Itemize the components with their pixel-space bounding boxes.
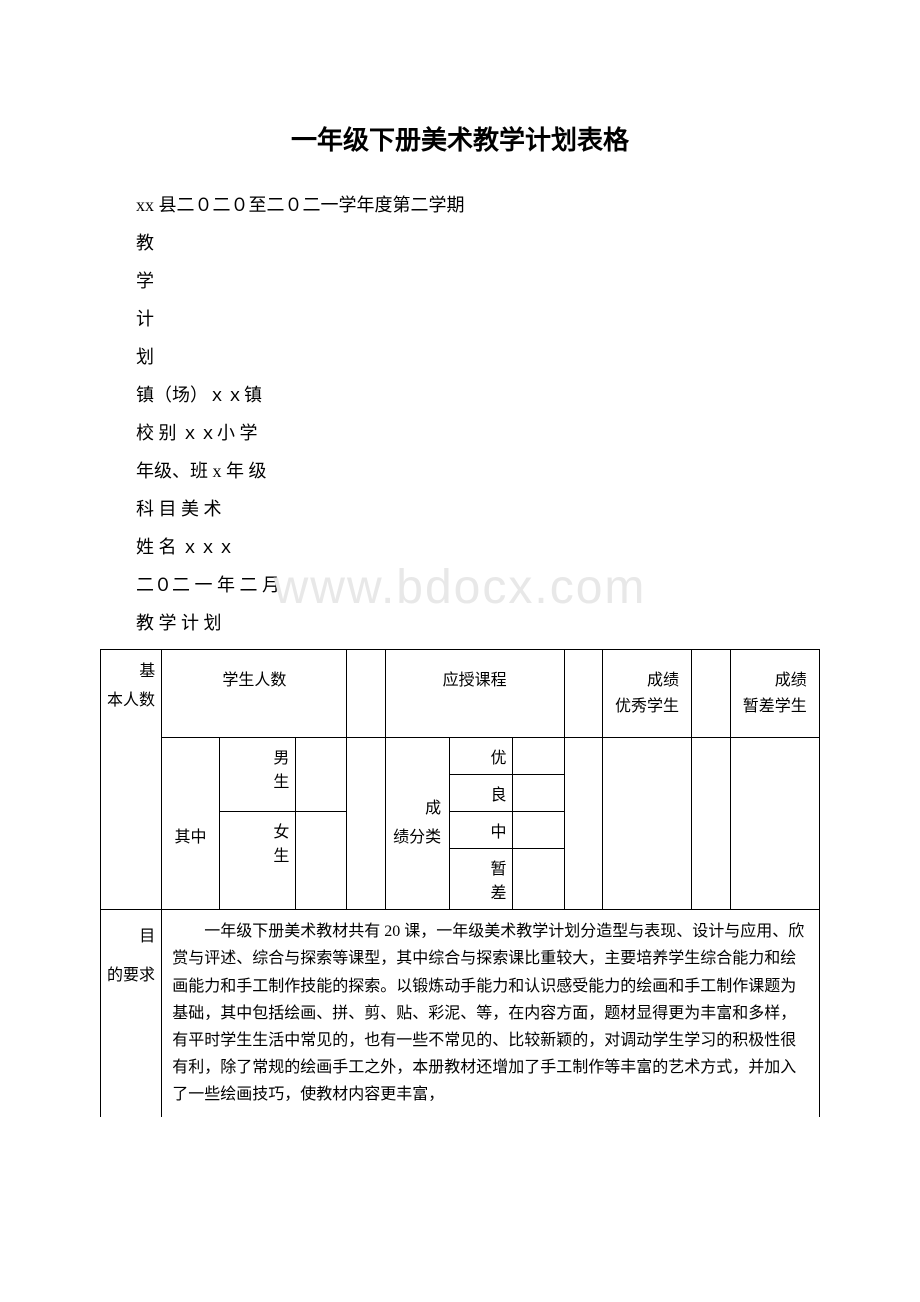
empty-cell: [296, 738, 347, 812]
empty-cell: [730, 738, 819, 910]
header-student-count: 学生人数: [162, 650, 347, 738]
empty-cell: [513, 849, 564, 910]
info-line-xue: 学: [100, 263, 820, 299]
header-course: 应授课程: [385, 650, 564, 738]
label-zhong: 中: [449, 812, 513, 849]
info-line-hua: 划: [100, 339, 820, 375]
info-line-ji: 计: [100, 301, 820, 337]
empty-cell: [296, 812, 347, 910]
info-line-grade: 年级、班 x 年 级: [100, 453, 820, 489]
table-row: 其中 男生 成绩分类 优: [101, 738, 820, 775]
header-excellent: 成绩优秀学生: [602, 650, 691, 738]
label-basic-count: 基本人数: [101, 650, 162, 910]
empty-cell: [513, 738, 564, 775]
empty-cell: [513, 775, 564, 812]
empty-cell: [564, 650, 602, 738]
empty-cell: [564, 738, 602, 910]
info-line-semester: xx 县二０二０至二０二一学年度第二学期: [100, 187, 820, 223]
header-poor: 成绩暂差学生: [730, 650, 819, 738]
info-line-town: 镇（场）ｘｘ镇: [100, 377, 820, 413]
label-you: 优: [449, 738, 513, 775]
empty-cell: [347, 650, 385, 738]
label-score-class: 成绩分类: [385, 738, 449, 910]
empty-cell: [692, 738, 730, 910]
watermark-text: www.bdocx.com: [274, 560, 647, 615]
table-row: 目的要求 一年级下册美术教材共有 20 课，一年级美术教学计划分造型与表现、设计…: [101, 910, 820, 1117]
page-title: 一年级下册美术教学计划表格: [100, 120, 820, 157]
label-among: 其中: [162, 738, 219, 910]
table-row: 基本人数 学生人数 应授课程 成绩优秀学生 成绩暂差学生: [101, 650, 820, 738]
label-liang: 良: [449, 775, 513, 812]
empty-cell: [602, 738, 691, 910]
empty-cell: [513, 812, 564, 849]
label-male: 男生: [219, 738, 296, 812]
info-line-jiao: 教: [100, 225, 820, 261]
empty-cell: [347, 738, 385, 910]
plan-table-wrap: 基本人数 学生人数 应授课程 成绩优秀学生 成绩暂差学生 其中 男生 成绩分类 …: [100, 649, 820, 1117]
info-line-subject: 科 目 美 术: [100, 491, 820, 527]
plan-table: 基本人数 学生人数 应授课程 成绩优秀学生 成绩暂差学生 其中 男生 成绩分类 …: [100, 649, 820, 1117]
empty-cell: [692, 650, 730, 738]
label-zancha: 暂差: [449, 849, 513, 910]
label-purpose: 目的要求: [101, 910, 162, 1117]
label-female: 女生: [219, 812, 296, 910]
info-line-school: 校 别 ｘｘ小 学: [100, 415, 820, 451]
purpose-paragraph: 一年级下册美术教材共有 20 课，一年级美术教学计划分造型与表现、设计与应用、欣…: [162, 910, 820, 1117]
